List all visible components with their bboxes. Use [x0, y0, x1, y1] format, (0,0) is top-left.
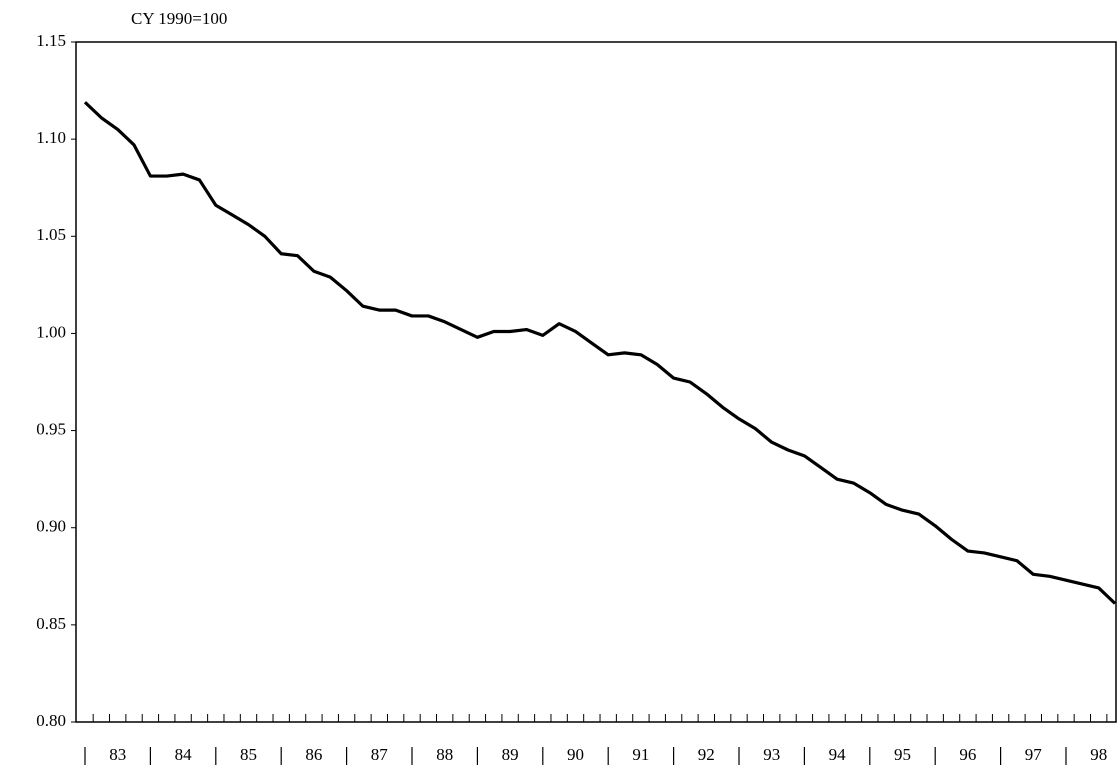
y-tick-label: 0.80: [36, 711, 66, 730]
y-tick-label: 0.85: [36, 614, 66, 633]
y-tick-label: 1.05: [36, 225, 66, 244]
x-tick-label: 97: [1025, 745, 1043, 764]
x-tick-label: 95: [894, 745, 911, 764]
x-tick-label: 96: [959, 745, 976, 764]
x-tick-label: 86: [305, 745, 322, 764]
y-tick-label: 0.90: [36, 517, 66, 536]
x-tick-label: 92: [698, 745, 715, 764]
y-tick-label: 0.95: [36, 419, 66, 438]
x-tick-label: 84: [175, 745, 193, 764]
x-tick-label: 90: [567, 745, 584, 764]
y-axis-label: CY 1990=100: [131, 9, 227, 28]
x-tick-label: 89: [502, 745, 519, 764]
y-tick-label: 1.00: [36, 322, 66, 341]
x-tick-label: 88: [436, 745, 453, 764]
x-tick-label: 85: [240, 745, 257, 764]
x-tick-label: 91: [632, 745, 649, 764]
x-tick-label: 93: [763, 745, 780, 764]
y-tick-label: 1.15: [36, 31, 66, 50]
x-tick-label: 83: [109, 745, 126, 764]
line-series: [83, 101, 1117, 605]
y-tick-label: 1.10: [36, 128, 66, 147]
plot-frame: [75, 41, 1117, 723]
x-tick-label: 98: [1090, 745, 1107, 764]
x-tick-label: 87: [371, 745, 389, 764]
x-tick-label: 94: [829, 745, 847, 764]
